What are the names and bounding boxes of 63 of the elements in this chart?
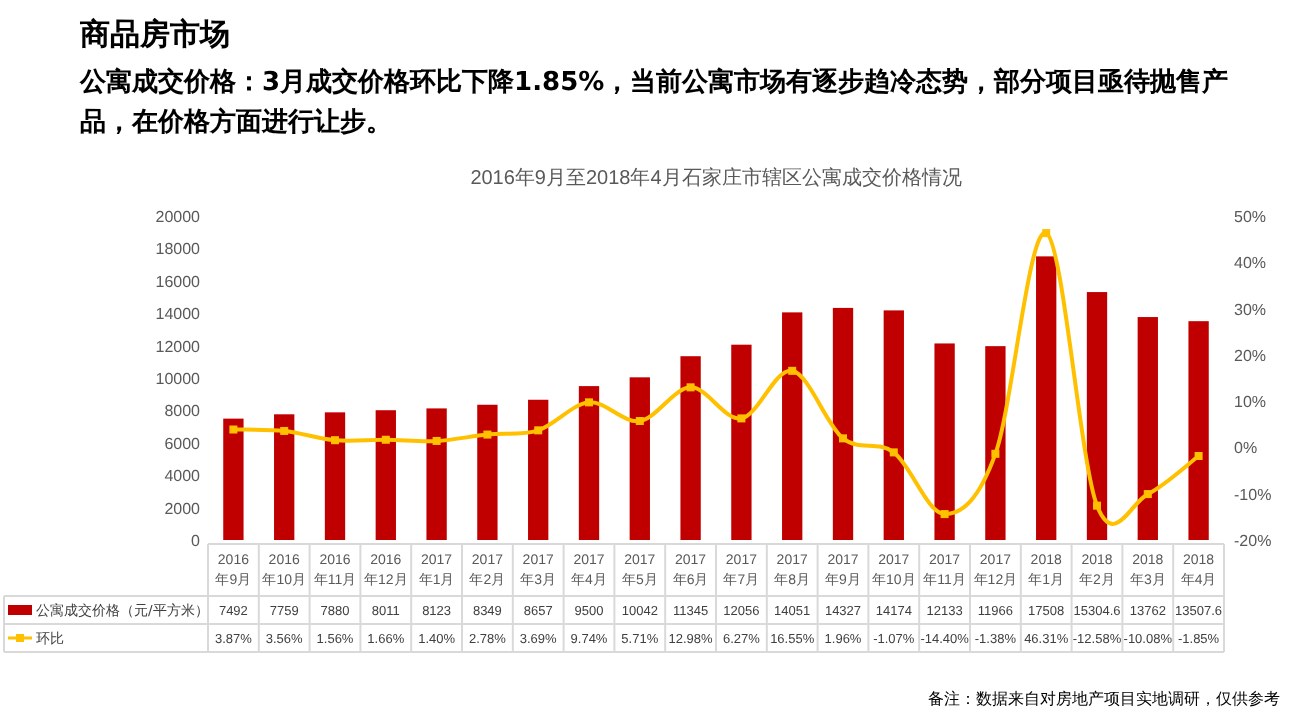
point (585, 398, 593, 407)
y2-tick-label: 20% (1234, 346, 1267, 365)
y-tick-label: 8000 (164, 402, 202, 421)
point (991, 449, 1000, 458)
y-tick-label: 20000 (155, 208, 202, 226)
bar (629, 377, 650, 540)
bar (883, 310, 904, 540)
y-tick-label: 12000 (155, 337, 202, 356)
bar (274, 414, 295, 540)
y-tick-label: 6000 (164, 434, 202, 453)
text: 备注：数据来自对房地产项目实地调研，仅供参考 (928, 690, 1280, 708)
bar (375, 410, 396, 540)
point (788, 366, 797, 375)
y-tick-label: 0 (191, 532, 202, 550)
y2-tick-label: 40% (1234, 254, 1267, 273)
chart-subtitle: 公寓成交价格：3月成交价格环比下降1.85%，当前公寓市场有逐步趋冷态势，部分项目亟待抛售产品，在价格方面进行让步。 (80, 65, 1231, 142)
bar (1137, 317, 1158, 540)
y2-tick-label: -10% (1234, 485, 1272, 504)
point (1143, 490, 1152, 499)
bar (1086, 292, 1108, 540)
bar (578, 386, 600, 540)
bar (680, 356, 701, 540)
y-tick-label: 16000 (155, 272, 202, 291)
y-tick-label: 10000 (155, 370, 202, 388)
point (331, 436, 339, 445)
point (483, 430, 492, 439)
y2-tick-label: 30% (1234, 300, 1267, 319)
y-tick-label: 4000 (164, 467, 202, 486)
point (1042, 229, 1051, 238)
bar (1188, 321, 1209, 540)
chart-title: 2016年9月至2018年4月石家庄市辖区公寓成交价格情况 (470, 166, 962, 190)
point (229, 425, 238, 434)
point (381, 435, 390, 444)
y2-tick-label: -20% (1234, 532, 1272, 550)
bar (223, 418, 244, 540)
point (1093, 501, 1101, 510)
y2-tick-label: 50% (1234, 208, 1267, 226)
text: 商品房市场 (80, 16, 230, 54)
bar (832, 307, 854, 540)
bar (1036, 256, 1057, 540)
bar (426, 408, 447, 540)
bar (731, 344, 752, 540)
bar (528, 399, 549, 540)
point (534, 426, 543, 435)
bar (782, 312, 803, 540)
y-tick-label: 2000 (164, 499, 202, 518)
point (1194, 451, 1203, 460)
y-tick-label: 14000 (155, 305, 202, 324)
point (839, 434, 847, 443)
bar (985, 346, 1006, 540)
point (889, 448, 898, 457)
point (686, 383, 695, 392)
y2-tick-label: 10% (1234, 393, 1267, 412)
point (940, 510, 949, 519)
bar (324, 412, 346, 540)
bar (934, 343, 955, 540)
point (737, 414, 746, 423)
bar (477, 404, 498, 540)
y-tick-label: 18000 (155, 240, 202, 259)
point (635, 417, 644, 425)
point (280, 426, 289, 435)
point (432, 436, 441, 445)
y2-tick-label: 0% (1234, 439, 1258, 458)
